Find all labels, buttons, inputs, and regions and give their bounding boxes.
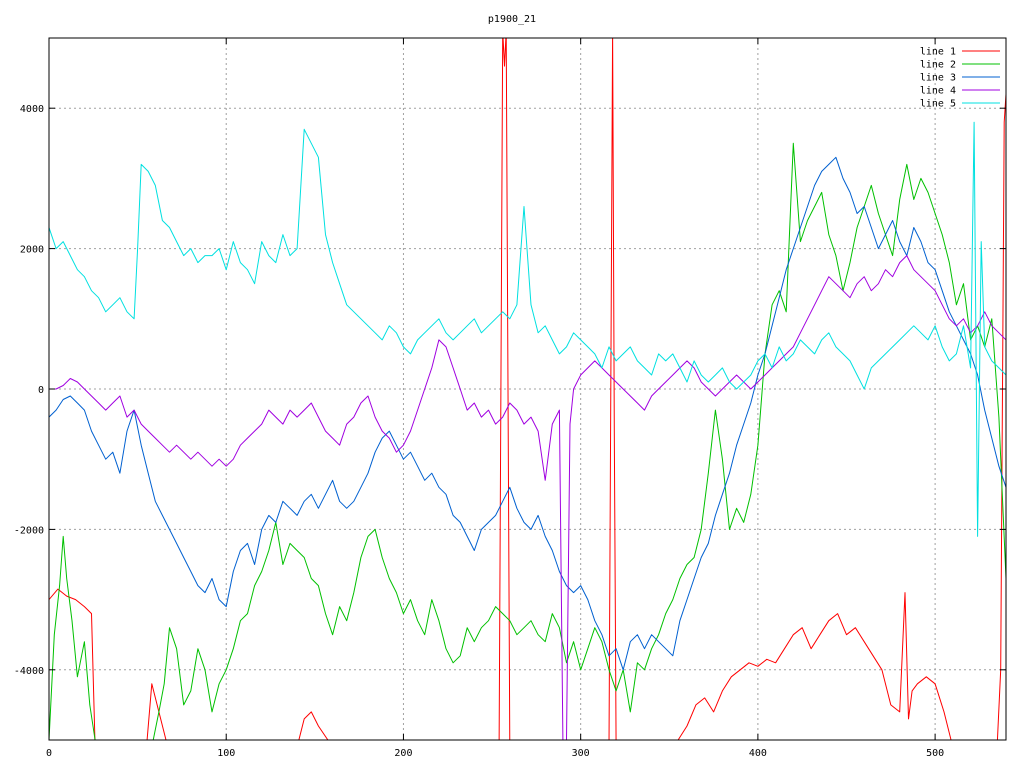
y-tick-label: -2000 — [14, 525, 44, 536]
legend: line 1 line 2 line 3 line 4 line 5 — [920, 47, 1000, 110]
series-line-3 — [49, 156, 1006, 671]
legend-label: line 5 — [920, 99, 956, 110]
x-tick-label: 0 — [46, 748, 52, 759]
y-tick-label: -4000 — [14, 666, 44, 677]
series-line-2 — [49, 142, 1006, 740]
y-tick-label: 4000 — [20, 104, 44, 115]
y-tick-label: 0 — [38, 385, 44, 396]
legend-label: line 4 — [920, 86, 956, 97]
axis-ticks: 0 100 200 300 400 500 -4000 -2000 0 2000 4000 — [14, 38, 1006, 759]
legend-label: line 3 — [920, 73, 956, 84]
x-tick-label: 300 — [572, 748, 590, 759]
chart-title: p1900_21 — [488, 14, 536, 25]
x-tick-label: 400 — [749, 748, 767, 759]
series-line-1 — [49, 38, 1006, 740]
x-tick-label: 100 — [217, 748, 235, 759]
x-tick-label: 500 — [926, 748, 944, 759]
series-line-4 — [49, 255, 1006, 740]
y-tick-label: 2000 — [20, 245, 44, 256]
plot-frame — [48, 37, 1007, 741]
legend-label: line 2 — [920, 60, 956, 71]
x-tick-label: 200 — [394, 748, 412, 759]
legend-label: line 1 — [920, 47, 956, 58]
series-group — [49, 38, 1006, 740]
grid — [49, 38, 1006, 740]
series-line-5 — [49, 121, 1006, 537]
